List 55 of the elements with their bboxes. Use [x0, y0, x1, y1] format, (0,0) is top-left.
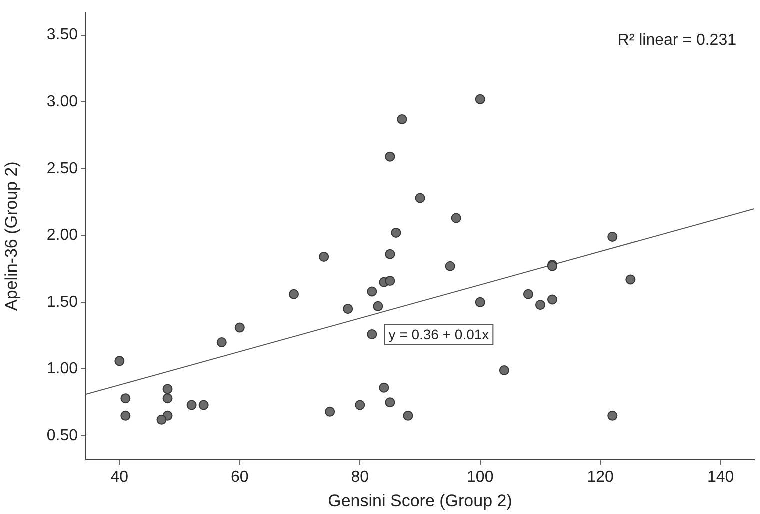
y-tick-label: 3.50 — [46, 26, 78, 44]
point — [385, 152, 396, 162]
point — [548, 294, 558, 305]
x-axis-title: Gensini Score (Group 2) — [328, 491, 512, 510]
point — [608, 410, 618, 421]
point — [186, 400, 197, 410]
point — [355, 400, 366, 410]
point — [385, 276, 396, 286]
x-tick-label: 40 — [110, 469, 129, 486]
y-tick-label: 1.50 — [46, 294, 78, 311]
point — [234, 322, 245, 333]
y-axis-title: Apelin-36 (Group 2) — [2, 162, 21, 311]
point — [535, 300, 546, 310]
x-tick-label: 60 — [231, 469, 249, 486]
annotation: y = 0.36 + 0.01x — [388, 326, 490, 343]
point — [385, 249, 396, 260]
x-tick-label: 100 — [467, 469, 494, 486]
point — [216, 337, 227, 348]
y-tick-label: 2.50 — [46, 160, 78, 178]
x-tick-label: 80 — [351, 469, 370, 486]
point — [367, 286, 378, 297]
point — [499, 366, 510, 376]
point — [608, 232, 618, 242]
y-tick-label: 1.00 — [46, 360, 78, 378]
point — [367, 329, 378, 340]
x-tick-label: 140 — [707, 469, 734, 486]
point — [289, 289, 300, 300]
y-tick-label: 0.50 — [46, 427, 78, 444]
point — [120, 410, 131, 421]
point — [385, 398, 396, 408]
point — [319, 252, 330, 262]
point — [114, 356, 125, 366]
point — [445, 261, 456, 272]
point — [415, 193, 426, 204]
y-tick-label: 2.00 — [46, 227, 78, 244]
point — [379, 382, 390, 393]
point — [373, 301, 384, 312]
point — [325, 406, 336, 417]
annotation: R² linear = 0.231 — [618, 32, 737, 50]
point — [156, 414, 167, 425]
point — [343, 304, 354, 314]
point — [403, 410, 414, 421]
point — [523, 289, 534, 300]
point — [397, 114, 408, 124]
point — [475, 94, 486, 104]
x-tick-label: 120 — [587, 469, 614, 486]
point — [162, 394, 173, 404]
point — [626, 274, 636, 285]
point — [475, 297, 486, 308]
point — [120, 394, 131, 404]
point — [162, 384, 173, 394]
point — [198, 400, 209, 410]
y-tick-label: 3.00 — [46, 93, 78, 110]
point — [391, 228, 402, 238]
point — [451, 213, 462, 224]
